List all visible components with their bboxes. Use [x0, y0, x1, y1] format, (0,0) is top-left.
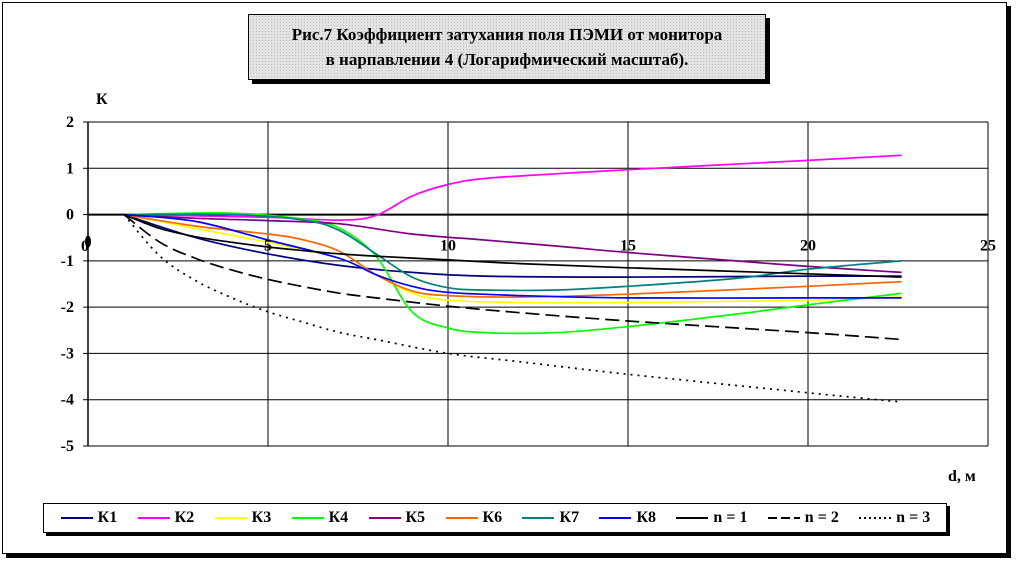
legend-item-к2: К2	[137, 509, 195, 527]
y-tick-label: -1	[61, 253, 74, 270]
x-tick-label: 10	[440, 238, 456, 255]
legend-item-к4: К4	[291, 509, 349, 527]
series-layer	[123, 154, 902, 403]
legend-label: n = 3	[896, 509, 931, 526]
legend-item-к6: К6	[445, 509, 503, 527]
legend-label: К6	[482, 509, 503, 526]
legend-item-к3: К3	[214, 509, 272, 527]
legend-label: К7	[559, 509, 580, 526]
legend-label: К1	[97, 509, 118, 526]
legend-swatch	[445, 517, 478, 519]
grid-layer	[88, 121, 989, 447]
legend-label: n = 2	[804, 509, 839, 526]
series-line-к5	[123, 213, 902, 274]
y-tick-label: 2	[66, 114, 74, 131]
origin-label: 0	[81, 238, 89, 255]
legend-swatch	[60, 517, 93, 519]
series-line-n-2	[123, 213, 902, 341]
labels-layer: К d, м 0 210-1-2-3-4-55 10 15 20 25	[61, 91, 996, 485]
legend-swatch	[214, 517, 247, 519]
chart-frame	[2, 2, 1007, 554]
legend-swatch	[859, 517, 892, 519]
legend-swatch	[368, 517, 401, 519]
series-line-n-1	[123, 213, 902, 278]
x-tick-label: 25	[980, 238, 996, 255]
chart-title: Рис.7 Коэффициент затухания поля ПЭМИ от…	[248, 14, 766, 80]
legend-item-n-1: n = 1	[675, 509, 747, 527]
series-line-к1	[123, 213, 902, 278]
y-tick-label: 0	[66, 207, 74, 224]
legend-swatch	[137, 517, 170, 519]
legend-label: К8	[636, 509, 657, 526]
x-axis-label: d, м	[948, 468, 976, 485]
x-tick-label: 20	[800, 238, 816, 255]
series-line-к6	[123, 213, 902, 298]
x-tick-label: 5	[264, 238, 272, 255]
legend-item-к1: К1	[60, 509, 118, 527]
legend-label: n = 1	[713, 509, 748, 526]
legend-item-n-3: n = 3	[858, 509, 930, 527]
y-tick-label: 1	[66, 160, 74, 177]
y-tick-label: -5	[61, 438, 74, 455]
x-tick-label: 15	[620, 238, 636, 255]
legend-label: К3	[251, 509, 272, 526]
legend-item-n-2: n = 2	[767, 509, 839, 527]
y-tick-label: -4	[61, 392, 74, 409]
legend-label: К5	[405, 509, 426, 526]
legend-label: К4	[328, 509, 349, 526]
series-line-к4	[123, 212, 902, 335]
y-tick-label: -2	[61, 299, 74, 316]
legend-swatch	[767, 517, 800, 519]
chart-title-line-2: в нарпавлении 4 (Логарифмический масштаб…	[325, 50, 689, 69]
legend-swatch	[522, 517, 555, 519]
series-line-n-3	[123, 214, 902, 403]
legend-swatch	[291, 517, 324, 519]
legend-swatch	[676, 517, 709, 519]
legend-item-к7: К7	[521, 509, 579, 527]
legend: К1 К2 К3 К4 К5 К6 К7 К8 n = 1 n = 2 n = 3	[43, 503, 947, 533]
series-line-к3	[123, 213, 902, 304]
series-line-к8	[123, 213, 902, 299]
origin-marker	[85, 235, 91, 248]
y-tick-label: -3	[61, 345, 74, 362]
legend-item-к8: К8	[598, 509, 656, 527]
y-axis-label: К	[96, 91, 108, 108]
legend-item-к5: К5	[368, 509, 426, 527]
legend-label: К2	[174, 509, 195, 526]
chart-title-line-1: Рис.7 Коэффициент затухания поля ПЭМИ от…	[291, 25, 723, 44]
legend-swatch	[599, 517, 632, 519]
series-line-к2	[123, 154, 902, 221]
series-line-к7	[123, 213, 902, 292]
